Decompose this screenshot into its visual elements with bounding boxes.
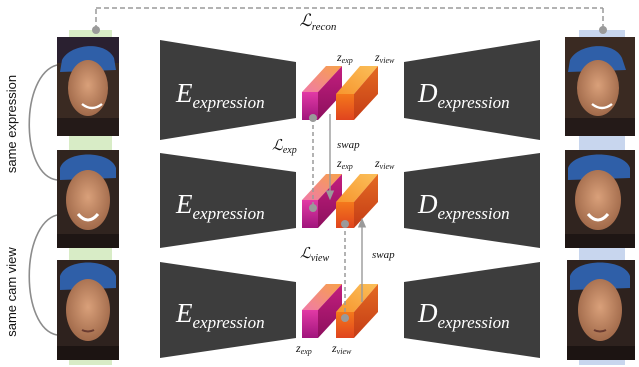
encoder-block-row-2 <box>160 153 296 248</box>
recon-loss-path <box>92 7 607 34</box>
view-loss-label: ℒview <box>300 246 329 264</box>
reconstructed-face-row-1 <box>565 37 635 136</box>
decoder-block-row-3 <box>404 262 540 358</box>
face-photo-row-1 <box>57 37 119 136</box>
swap-label-lower: swap <box>372 249 395 261</box>
decoder-label-row-3: Dexpression <box>417 298 510 332</box>
view-code-row-2 <box>336 174 378 228</box>
exp-code-row-3 <box>302 284 342 338</box>
z-exp-label-row-3: zexp <box>295 341 312 356</box>
z-view-label-row-3: zview <box>331 341 352 356</box>
z-exp-label-row-2: zexp <box>336 156 353 171</box>
recon-loss-label: ℒrecon <box>300 11 337 33</box>
encoder-block-row-3 <box>160 262 296 358</box>
face-photo-row-2 <box>57 150 119 248</box>
same-cam-view-bracket <box>28 214 58 336</box>
z-view-label-row-2: zview <box>374 156 395 171</box>
z-view-label-row-1: zview <box>374 50 395 65</box>
decoder-block-row-1 <box>404 40 540 140</box>
same-expression-label: same expression <box>4 75 19 173</box>
z-exp-label-row-1: zexp <box>336 50 353 65</box>
swap-label-upper: swap <box>337 139 360 151</box>
view-code-row-3 <box>336 284 378 338</box>
decoder-label-row-2: Dexpression <box>417 189 510 223</box>
view-code-row-1 <box>336 66 378 120</box>
exp-code-row-1 <box>302 66 342 120</box>
reconstructed-face-row-2 <box>565 150 635 248</box>
reconstructed-face-row-3 <box>567 260 635 360</box>
same-cam-view-label: same cam view <box>4 247 19 337</box>
decoder-label-row-1: Dexpression <box>417 78 510 112</box>
view-loss-connection <box>341 220 349 322</box>
encoder-label-row-2: Eexpression <box>175 189 265 223</box>
encoder-block-row-1 <box>160 40 296 140</box>
encoder-label-row-3: Eexpression <box>175 298 265 332</box>
encoder-label-row-1: Eexpression <box>175 78 265 112</box>
decoder-block-row-2 <box>404 153 540 248</box>
exp-loss-connection <box>309 114 317 212</box>
same-expression-bracket <box>28 64 58 181</box>
exp-loss-label: ℒexp <box>272 138 297 156</box>
face-photo-row-3 <box>57 260 119 360</box>
